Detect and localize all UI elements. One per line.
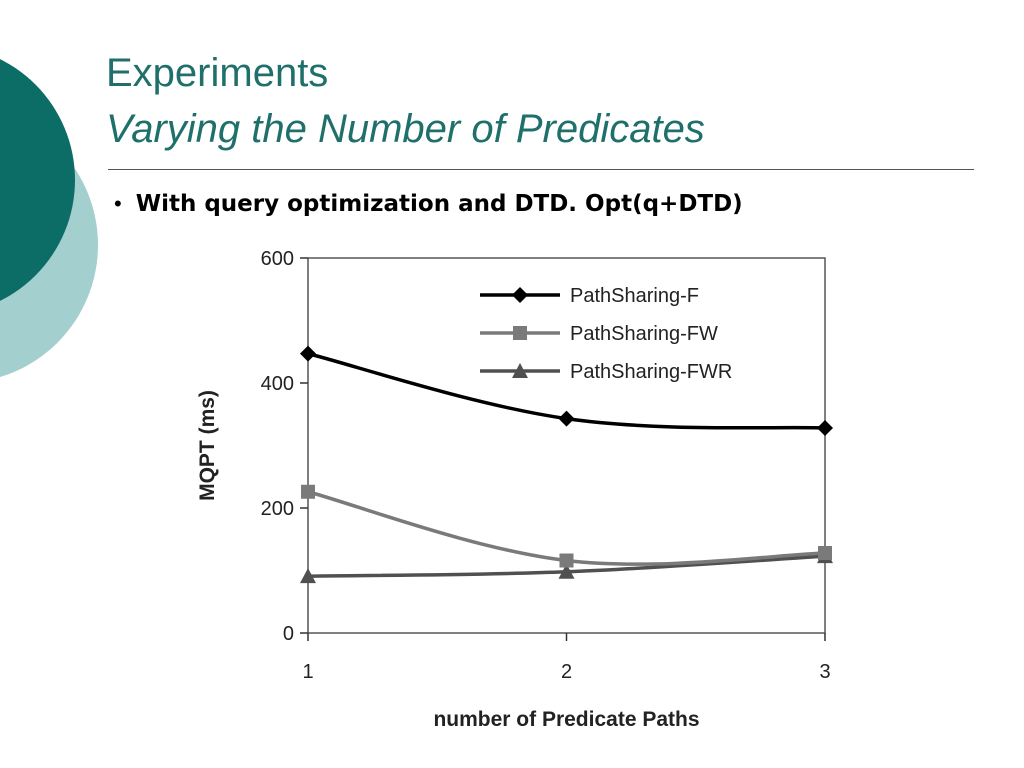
x-tick-label: 3 xyxy=(819,661,830,683)
legend-label: PathSharing-F xyxy=(570,285,699,307)
x-axis-label: number of Predicate Paths xyxy=(433,708,699,731)
title-divider xyxy=(108,169,974,170)
x-tick-label: 2 xyxy=(561,661,572,683)
bullet-dot-icon: • xyxy=(114,191,122,216)
y-tick-label: 400 xyxy=(261,373,294,395)
legend-label: PathSharing-FWR xyxy=(570,361,732,383)
legend-marker xyxy=(513,326,527,340)
legend-entry: PathSharing-F xyxy=(480,285,699,307)
legend-entry: PathSharing-FW xyxy=(480,323,718,345)
series-line xyxy=(307,490,826,566)
x-tick-label: 1 xyxy=(302,661,313,683)
y-tick-label: 600 xyxy=(261,248,294,270)
slide-title: Experiments xyxy=(106,51,329,95)
y-tick-label: 200 xyxy=(261,498,294,520)
series-PathSharing-FW xyxy=(301,484,832,568)
data-point xyxy=(301,484,315,499)
data-point xyxy=(300,345,316,362)
dark-teal-circle xyxy=(0,59,75,301)
slide-subtitle: Varying the Number of Predicates xyxy=(106,107,705,151)
data-point xyxy=(559,553,574,568)
data-point xyxy=(558,410,575,427)
data-point xyxy=(817,420,833,436)
series-PathSharing-F xyxy=(300,345,833,436)
data-point xyxy=(818,546,832,560)
legend-marker xyxy=(512,363,528,378)
bullet-item: • With query optimization and DTD. Opt(q… xyxy=(114,190,743,218)
line-chart: 0 200 400 600 1 2 3 number of Predicate Paths MQ… xyxy=(196,248,833,731)
bullet-text: With query optimization and DTD. Opt(q+D… xyxy=(135,191,743,217)
legend-marker xyxy=(512,287,528,303)
legend-label: PathSharing-FW xyxy=(570,323,718,345)
y-tick-label: 0 xyxy=(283,623,294,645)
y-axis-label: MQPT (ms) xyxy=(196,390,219,501)
data-point xyxy=(558,563,575,579)
legend-entry: PathSharing-FWR xyxy=(480,361,732,383)
data-point xyxy=(300,568,316,584)
decorative-circles xyxy=(0,59,98,378)
